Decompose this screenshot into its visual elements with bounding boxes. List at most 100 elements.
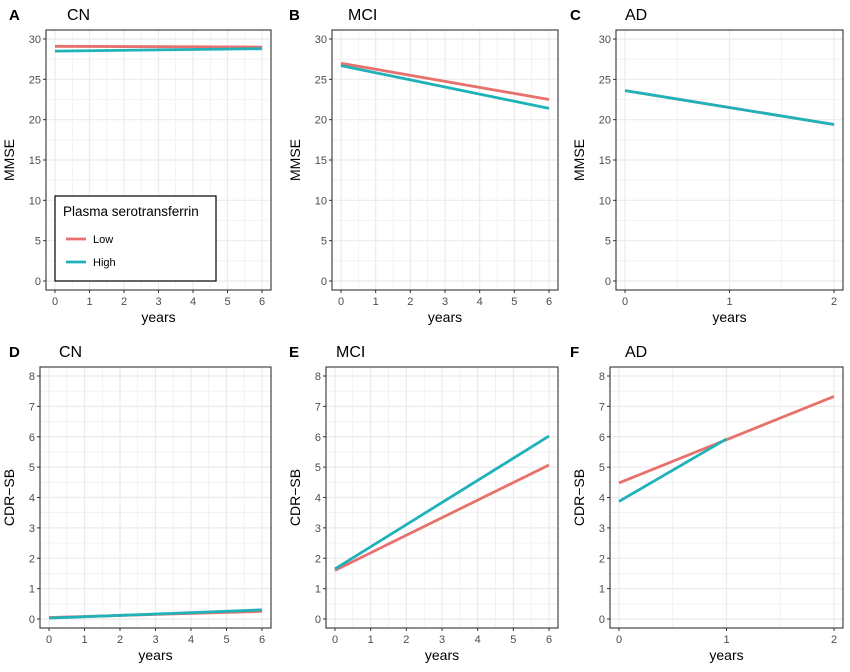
- x-tick-label: 5: [511, 296, 517, 308]
- x-axis-title: years: [709, 647, 743, 663]
- x-tick-label: 2: [403, 634, 409, 646]
- y-tick-label: 7: [599, 401, 605, 413]
- panel-f: 0 1 2 3 4 5 6 7 8 0 1 2 years CDR−SB F AD: [570, 344, 844, 663]
- series-line-high: [624, 89, 835, 126]
- y-tick-label: 3: [315, 523, 321, 535]
- panel-title: MCI: [348, 7, 377, 24]
- y-tick-label: 7: [315, 401, 321, 413]
- x-tick-label: 4: [190, 296, 196, 308]
- y-tick-label: 2: [315, 553, 321, 565]
- y-tick-label: 5: [605, 236, 611, 248]
- y-tick-label: 6: [599, 432, 605, 444]
- panel-letter: B: [289, 7, 300, 24]
- x-tick-label: 6: [546, 296, 552, 308]
- y-tick-label: 6: [315, 432, 321, 444]
- panel-letter: C: [570, 7, 581, 24]
- x-tick-label: 2: [831, 296, 837, 308]
- panel-title: MCI: [336, 344, 365, 361]
- y-tick-label: 1: [599, 584, 605, 596]
- x-tick-label: 1: [86, 296, 92, 308]
- y-axis-title: CDR−SB: [571, 469, 587, 526]
- y-axis-title: MMSE: [287, 139, 303, 181]
- panel-title: AD: [625, 344, 647, 361]
- y-tick-label: 5: [29, 462, 35, 474]
- y-tick-label: 15: [315, 155, 327, 167]
- y-tick-label: 10: [315, 195, 327, 207]
- y-tick-label: 1: [315, 584, 321, 596]
- y-tick-label: 1: [29, 584, 35, 596]
- x-tick-label: 3: [152, 634, 158, 646]
- x-axis-title: years: [712, 309, 746, 325]
- x-tick-label: 0: [52, 296, 58, 308]
- x-tick-label: 6: [546, 634, 552, 646]
- y-tick-label: 7: [29, 401, 35, 413]
- series-line-low: [334, 463, 550, 572]
- y-tick-label: 20: [29, 115, 41, 127]
- y-tick-label: 0: [605, 276, 611, 288]
- panel-letter: F: [570, 344, 579, 361]
- x-tick-label: 5: [224, 296, 230, 308]
- series-line-high: [54, 47, 263, 53]
- panel-a: 0 5 10 15 20 25 30 0 1 2 3 4 5 6 years MMSE A CN Plasma se…: [1, 7, 272, 325]
- panel-d: 0 1 2 3 4 5 6 7 8 0 1 2 3 4 5 6 years CDR−SB D CN: [1, 344, 272, 663]
- panel-c: 0 5 10 15 20 25 30 0 1 2 years MMSE C AD: [570, 7, 844, 325]
- x-tick-label: 3: [155, 296, 161, 308]
- y-tick-label: 0: [29, 614, 35, 626]
- panel-e: 0 1 2 3 4 5 6 7 8 0 1 2 3 4 5 6 years CDR−SB E MCI: [287, 344, 559, 663]
- x-tick-label: 1: [723, 634, 729, 646]
- y-axis-title: CDR−SB: [1, 469, 17, 526]
- series-line-high: [48, 608, 263, 620]
- panel-letter: D: [9, 344, 20, 361]
- y-tick-label: 5: [35, 236, 41, 248]
- y-tick-label: 5: [599, 462, 605, 474]
- legend: Plasma serotransferrin Low High: [54, 195, 217, 282]
- y-tick-label: 10: [599, 195, 611, 207]
- series-line-high: [340, 64, 550, 110]
- series-line-high: [618, 437, 728, 503]
- legend-title: Plasma serotransferrin: [63, 204, 199, 219]
- y-tick-label: 30: [29, 34, 41, 46]
- y-tick-label: 8: [29, 371, 35, 383]
- y-tick-label: 4: [315, 493, 321, 505]
- y-tick-label: 2: [599, 553, 605, 565]
- panel-title: AD: [625, 7, 647, 24]
- y-tick-label: 0: [315, 614, 321, 626]
- y-tick-label: 20: [315, 115, 327, 127]
- y-tick-label: 25: [315, 74, 327, 86]
- x-tick-label: 2: [117, 634, 123, 646]
- y-tick-label: 4: [599, 493, 605, 505]
- series-line-low: [340, 61, 550, 101]
- y-tick-label: 25: [599, 74, 611, 86]
- x-tick-label: 1: [726, 296, 732, 308]
- x-tick-label: 0: [46, 634, 52, 646]
- y-tick-label: 0: [35, 276, 41, 288]
- x-tick-label: 1: [368, 634, 374, 646]
- x-tick-label: 6: [259, 634, 265, 646]
- y-tick-label: 5: [315, 462, 321, 474]
- y-tick-label: 15: [29, 155, 41, 167]
- y-axis-title: MMSE: [1, 139, 17, 181]
- series-line-high: [334, 434, 550, 571]
- x-tick-label: 5: [223, 634, 229, 646]
- y-tick-label: 8: [599, 371, 605, 383]
- y-tick-label: 4: [29, 493, 35, 505]
- legend-label-high: High: [93, 257, 116, 269]
- x-tick-label: 0: [622, 296, 628, 308]
- x-tick-label: 3: [439, 634, 445, 646]
- x-tick-label: 4: [188, 634, 194, 646]
- y-tick-label: 3: [29, 523, 35, 535]
- y-tick-label: 10: [29, 195, 41, 207]
- x-tick-label: 0: [616, 634, 622, 646]
- x-tick-label: 1: [81, 634, 87, 646]
- x-axis-title: years: [428, 309, 462, 325]
- x-tick-label: 4: [477, 296, 483, 308]
- x-axis-title: years: [141, 309, 175, 325]
- x-axis-title: years: [425, 647, 459, 663]
- y-tick-label: 30: [599, 34, 611, 46]
- x-tick-label: 6: [259, 296, 265, 308]
- y-tick-label: 30: [315, 34, 327, 46]
- y-tick-label: 5: [321, 236, 327, 248]
- x-tick-label: 2: [121, 296, 127, 308]
- panel-letter: E: [289, 344, 299, 361]
